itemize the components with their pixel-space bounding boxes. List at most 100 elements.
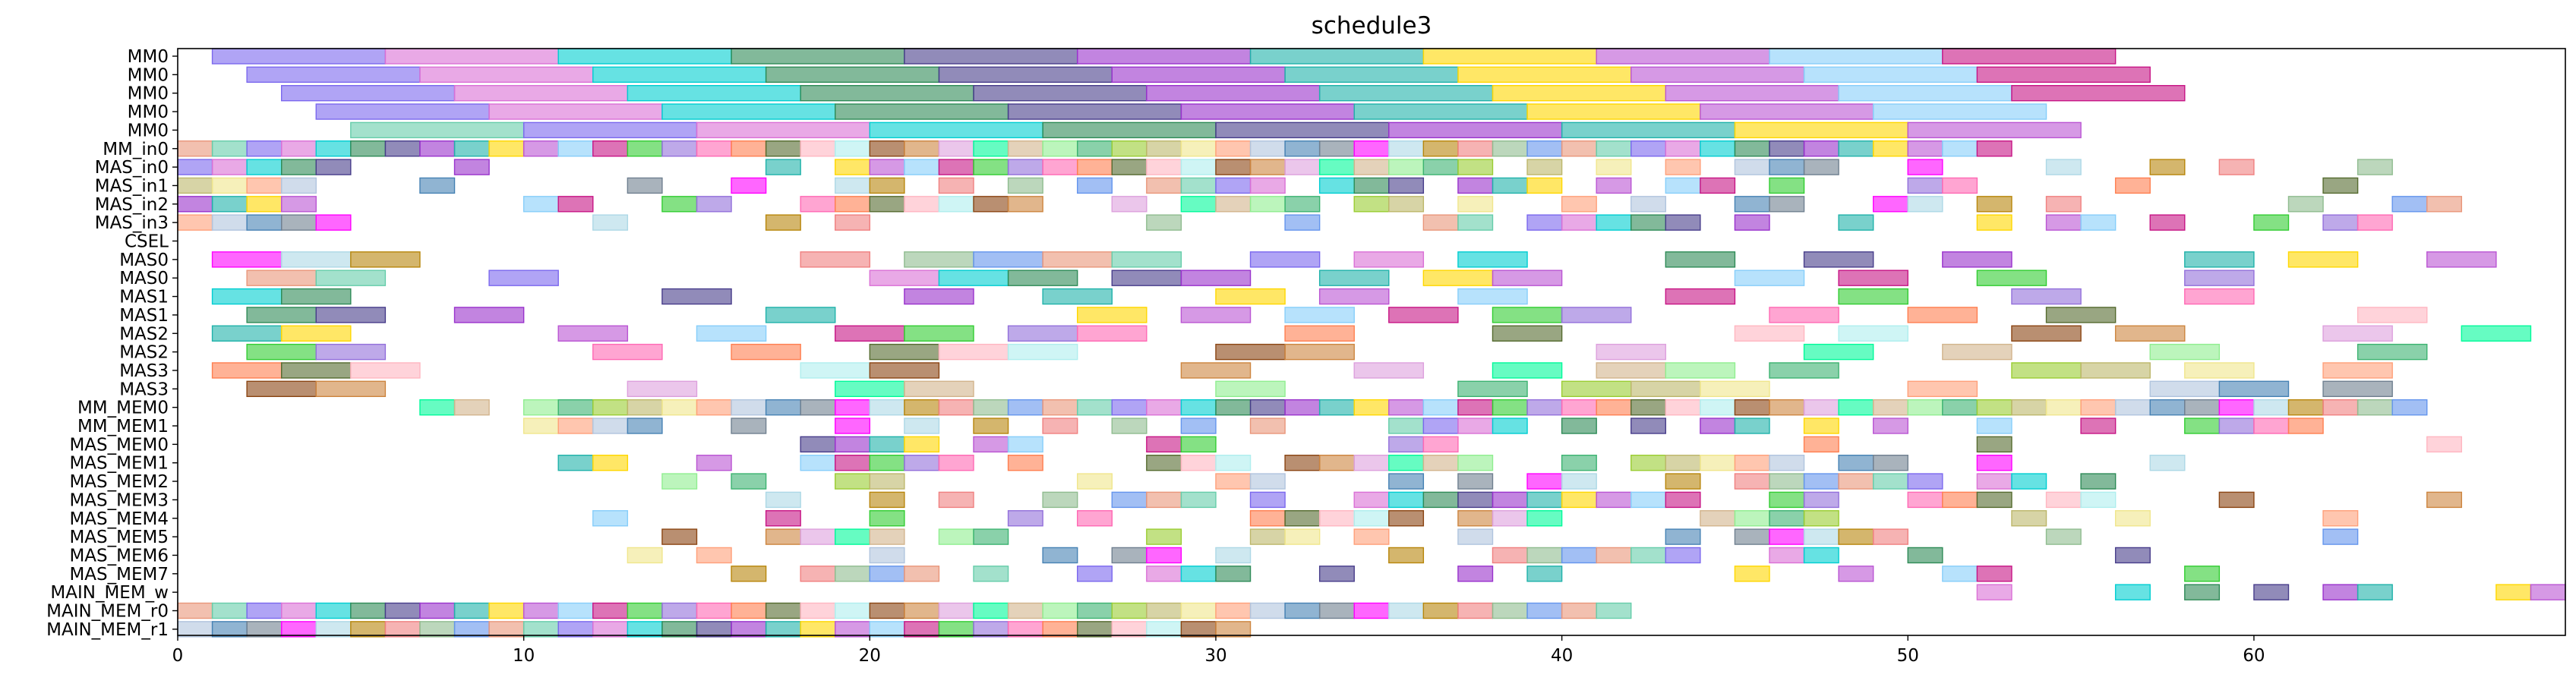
task-bar [1561,196,1597,213]
task-bar [627,380,698,397]
task-bar [592,66,767,84]
y-tick-label: MAS2 [119,343,169,363]
task-bar [419,602,456,619]
task-bar [1180,621,1217,638]
task-bar [731,621,767,638]
task-bar [2426,196,2463,213]
task-bar [1388,602,1425,619]
task-bar [1907,473,1943,490]
task-bar [1007,399,1043,416]
task-bar [696,196,732,213]
task-bar [1215,473,1252,490]
task-bar [1526,602,1563,619]
task-bar [1665,288,1736,305]
task-bar [1111,66,1286,84]
task-bar [696,399,732,416]
task-bar [1388,473,1425,490]
task-bar [1838,455,1874,471]
task-bar [453,84,629,102]
task-bar [1976,473,2012,490]
task-bar [1180,436,1217,453]
task-bar [177,621,213,638]
task-bar [1700,380,1770,397]
task-bar [1388,159,1425,175]
task-bar [973,84,1148,102]
task-bar [2011,362,2082,379]
task-bar [1492,399,1528,416]
task-bar [1318,455,1355,471]
task-bar [1076,621,1113,638]
task-bar [2114,510,2151,527]
task-bar [1665,528,1701,545]
task-bar [1976,418,2012,434]
task-bar [1561,602,1597,619]
task-bar [973,566,1009,582]
task-bar [765,602,801,619]
task-bar [835,103,1009,120]
task-bar [2322,380,2393,397]
task-bar [2045,528,2082,545]
task-bar [177,602,213,619]
task-bar [488,140,525,157]
task-bar [1215,159,1252,175]
task-bar [1111,140,1148,157]
task-bar [246,214,283,231]
task-bar [1907,399,1943,416]
task-bar [1146,528,1182,545]
task-bar [2357,307,2428,323]
task-bar [869,121,1043,139]
task-bar [1215,177,1252,194]
task-bar [869,196,905,213]
task-bar [2011,399,2047,416]
task-bar [1388,121,1563,139]
task-bar [938,177,974,194]
task-bar [1422,491,1459,509]
y-tick-label: MAS_MEM4 [69,509,169,529]
y-tick-label: MAS1 [119,288,169,307]
task-bar [280,288,352,305]
task-bar [1872,140,1908,157]
task-bar [1215,343,1286,361]
task-bar [177,177,213,194]
task-bar [661,288,732,305]
task-bar [2322,584,2359,600]
task-bar [696,140,732,157]
task-bar [1457,251,1528,268]
task-bar [904,325,974,342]
y-tick-label: MAIN_MEM_w [50,583,169,603]
task-bar [2184,566,2221,582]
x-tick-label: 40 [1551,646,1573,666]
task-bar [1042,121,1217,139]
task-bar [1042,399,1078,416]
task-bar [1007,159,1043,175]
task-bar [2322,528,2359,545]
task-bar [1180,418,1217,434]
task-bar [592,140,629,157]
task-bar [384,602,421,619]
y-tick-label: MAS_MEM3 [69,490,169,510]
task-bar [731,602,767,619]
task-bar [627,418,663,434]
task-bar [1076,307,1148,323]
task-bar [973,528,1009,545]
task-bar [800,455,836,471]
task-bar [1700,510,1736,527]
task-bar [2184,418,2221,434]
task-bar [1976,269,2047,286]
task-bar [1249,491,1286,509]
task-bar [2357,214,2393,231]
task-bar [211,196,248,213]
task-bar [1388,399,1425,416]
task-bar [765,621,801,638]
task-bar [696,455,732,471]
task-bar [2322,362,2393,379]
task-bar [1976,491,2012,509]
task-bar [1734,418,1770,434]
x-axis: 0 10 20 30 40 50 60 [172,635,2265,666]
task-bar [557,418,594,434]
task-bar [1492,491,1528,509]
task-bar [2045,399,2082,416]
task-bar [2218,491,2255,509]
task-bar [1353,251,1425,268]
task-bar [904,602,940,619]
